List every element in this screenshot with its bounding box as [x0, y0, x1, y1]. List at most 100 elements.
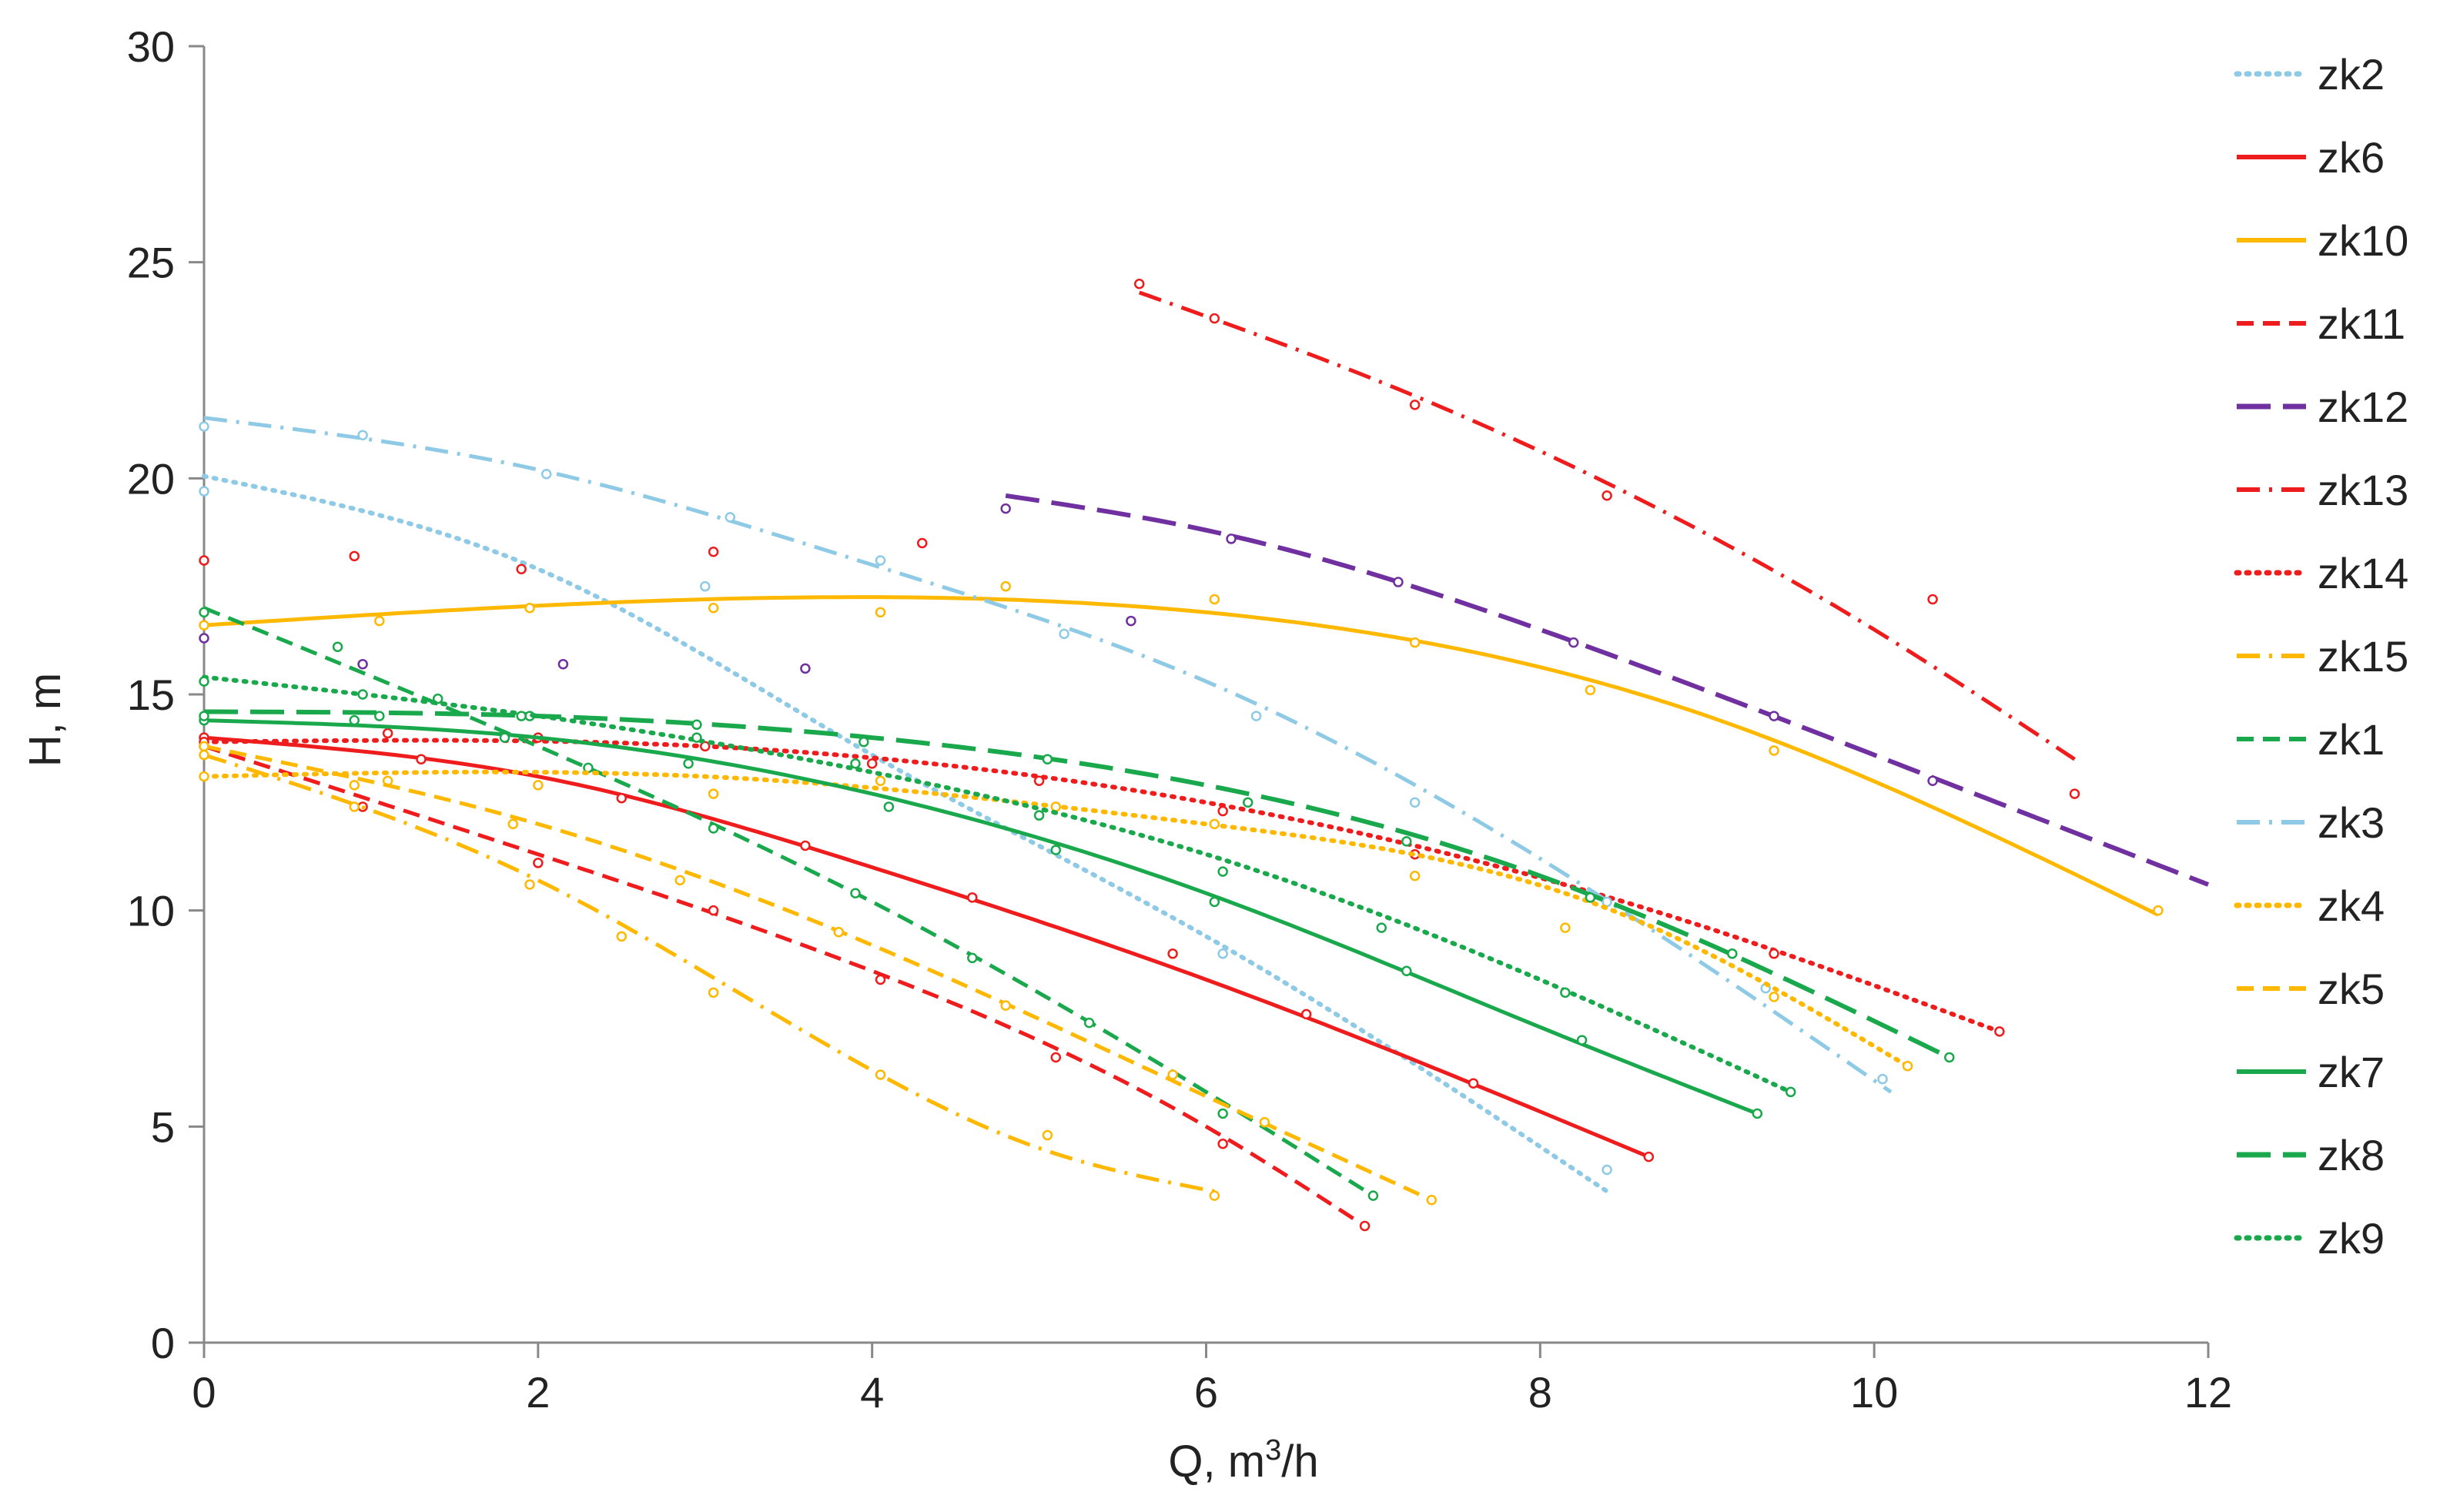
data-point-zk11 — [533, 858, 544, 868]
data-point-zk8 — [1727, 948, 1738, 959]
data-point-zk15 — [1042, 1129, 1053, 1141]
data-point-zk1 — [1217, 1108, 1228, 1119]
legend-label-zk3: zk3 — [2318, 798, 2385, 847]
data-point-zk3 — [1250, 711, 1262, 721]
data-point-zk12 — [1927, 775, 1938, 787]
series-line-zk11 — [203, 744, 1366, 1228]
data-point-zk5 — [674, 875, 685, 886]
data-point-zk13 — [199, 555, 209, 566]
data-point-zk1 — [708, 823, 719, 834]
data-point-zk9 — [1033, 810, 1045, 821]
legend-label-zk1: zk1 — [2318, 715, 2385, 764]
legend-label-zk12: zk12 — [2318, 383, 2408, 431]
data-point-zk2 — [199, 486, 209, 497]
data-point-zk13 — [708, 547, 719, 557]
data-point-zk10 — [2153, 905, 2164, 916]
data-point-zk12 — [800, 663, 811, 674]
legend-item-zk10: zk10 — [2237, 216, 2408, 265]
data-point-zk4 — [1050, 801, 1062, 812]
data-point-zk13 — [1602, 490, 1612, 501]
data-point-zk10 — [374, 615, 385, 627]
data-point-zk12 — [1226, 534, 1237, 544]
data-point-zk8 — [859, 736, 869, 748]
series-zk15 — [199, 749, 1220, 1201]
series-zk3 — [199, 416, 1893, 1094]
y-tick-label: 0 — [151, 1319, 175, 1367]
data-point-zk5 — [833, 926, 845, 938]
data-point-zk7 — [1401, 965, 1412, 977]
data-point-zk7 — [1209, 896, 1220, 908]
data-point-zk5 — [1259, 1116, 1270, 1128]
y-tick-label: 25 — [127, 239, 175, 287]
data-point-zk15 — [616, 931, 628, 942]
series-zk9 — [199, 674, 1796, 1098]
x-tick-label: 0 — [192, 1368, 216, 1417]
data-point-zk14 — [1033, 775, 1045, 787]
series-line-zk1 — [203, 606, 1374, 1198]
data-point-zk3 — [199, 421, 209, 432]
series-zk2 — [199, 473, 1612, 1194]
series-zk8 — [199, 709, 1955, 1063]
series-zk13 — [199, 278, 2080, 799]
data-point-zk14 — [1217, 805, 1228, 817]
x-axis-label-sup: 3 — [1265, 1434, 1281, 1467]
data-point-zk6 — [967, 892, 978, 903]
data-point-zk12 — [357, 658, 368, 670]
data-point-zk10 — [524, 602, 535, 614]
data-point-zk9 — [1376, 922, 1387, 933]
data-point-zk6 — [416, 754, 427, 764]
y-tick-label: 5 — [151, 1102, 175, 1151]
series-line-zk8 — [204, 709, 1951, 1060]
series-line-zk5 — [203, 744, 1433, 1203]
data-point-zk14 — [382, 728, 393, 739]
legend-item-zk15: zk15 — [2237, 632, 2408, 681]
x-tick-label: 12 — [2184, 1368, 2232, 1417]
series-line-zk15 — [203, 753, 1215, 1193]
legend-item-zk14: zk14 — [2234, 549, 2408, 597]
y-tick-label: 30 — [127, 22, 175, 71]
data-point-zk4 — [875, 775, 886, 787]
data-point-zk3 — [357, 430, 368, 440]
legend: zk2 zk6 zk10 zk11 zk12 zk13 zk14 zk15 zk1 zk3 zk4 z… — [2234, 50, 2408, 1263]
x-axis-label: Q, m3/h — [1168, 1434, 1318, 1487]
data-point-zk15 — [875, 1069, 886, 1080]
legend-label-zk13: zk13 — [2318, 466, 2408, 514]
data-point-zk6 — [1300, 1009, 1312, 1020]
data-point-zk10 — [1769, 745, 1779, 756]
data-point-zk10 — [1409, 637, 1421, 648]
legend-label-zk6: zk6 — [2318, 133, 2385, 182]
data-point-zk2 — [1602, 1164, 1612, 1176]
legend-label-zk9: zk9 — [2318, 1214, 2385, 1263]
data-point-zk7 — [349, 714, 360, 726]
data-point-zk2 — [700, 580, 711, 592]
data-point-zk1 — [1083, 1017, 1095, 1029]
legend-item-zk2: zk2 — [2234, 50, 2385, 99]
data-point-zk3 — [1877, 1073, 1888, 1085]
data-point-zk9 — [357, 689, 368, 700]
data-point-zk13 — [349, 550, 360, 562]
data-point-zk3 — [875, 555, 886, 566]
data-point-zk8 — [199, 711, 209, 721]
data-point-zk15 — [199, 749, 209, 761]
data-point-zk8 — [1585, 892, 1596, 903]
data-point-zk4 — [1409, 871, 1421, 881]
data-point-zk13 — [1133, 278, 1145, 289]
data-point-zk9 — [1217, 866, 1228, 877]
data-point-zk8 — [691, 719, 702, 731]
data-point-zk11 — [875, 974, 886, 985]
data-point-zk14 — [1769, 948, 1779, 959]
data-point-zk3 — [725, 512, 736, 523]
series-zk5 — [199, 741, 1438, 1206]
data-point-zk7 — [1752, 1108, 1763, 1119]
data-point-zk10 — [199, 620, 209, 631]
legend-label-zk8: zk8 — [2318, 1131, 2385, 1179]
y-tick-label: 15 — [127, 671, 175, 719]
data-point-zk1 — [332, 641, 343, 653]
data-point-zk3 — [1059, 628, 1069, 640]
legend-item-zk3: zk3 — [2237, 798, 2385, 847]
series-line-zk7 — [203, 718, 1759, 1116]
data-point-zk1 — [199, 607, 209, 618]
series-zk4 — [199, 769, 1913, 1072]
legend-label-zk2: zk2 — [2318, 50, 2385, 99]
